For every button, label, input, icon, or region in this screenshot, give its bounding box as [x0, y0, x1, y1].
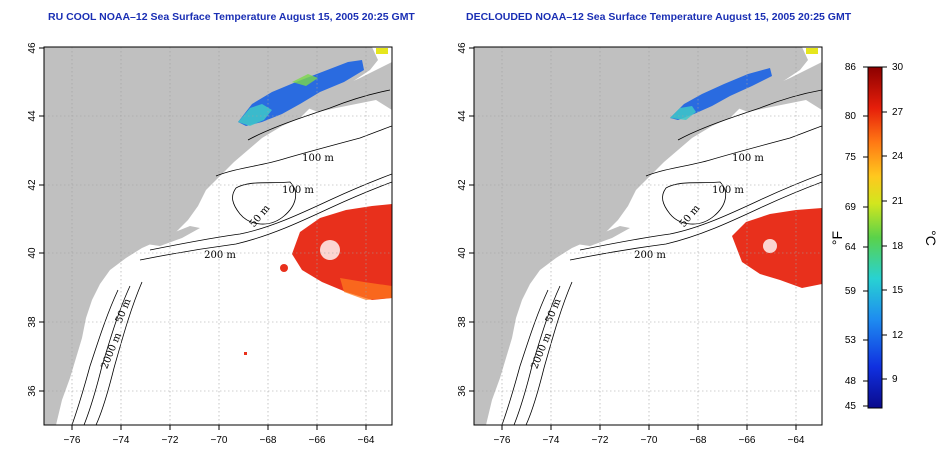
- colorbar-c-tick: 12: [892, 330, 904, 341]
- colorbar-f-tick: 48: [845, 376, 857, 387]
- colorbar-ticks: [863, 66, 887, 407]
- celsius-axis-label: °C: [923, 230, 939, 246]
- land-mass: [44, 47, 378, 425]
- lon-tick-label: −66: [309, 435, 326, 446]
- lon-tick-label: −64: [788, 435, 805, 446]
- colorbar-c-tick: 21: [892, 196, 904, 207]
- sst-patch-gulf-of-maine-green: [292, 74, 318, 86]
- contour-label: 200 m: [204, 250, 236, 261]
- lon-tick-label: −72: [162, 435, 179, 446]
- long-island-land: [576, 226, 630, 246]
- lon-tick-label: −66: [739, 435, 756, 446]
- contour-label: 100 m: [732, 153, 764, 164]
- colorbar-f-tick: 45: [845, 401, 857, 412]
- lat-tick-label: 42: [27, 179, 38, 191]
- fahrenheit-axis-label: °F: [829, 231, 845, 245]
- lon-tick-label: −72: [592, 435, 609, 446]
- colorbar-c-tick: 18: [892, 241, 904, 252]
- lon-tick-label: −64: [358, 435, 375, 446]
- colorbar-f-tick: 59: [845, 286, 857, 297]
- map-panel-right: 100 m 100 m 50 m 200 m 50 m 2000 m −76 −…: [457, 42, 823, 446]
- grid-lines: [474, 47, 822, 425]
- lon-tick-label: −74: [113, 435, 130, 446]
- colorbar-c-tick: 24: [892, 151, 904, 162]
- colorbar-f-tick: 53: [845, 335, 857, 346]
- contour-label: 100 m: [282, 185, 314, 196]
- sst-fleck: [244, 352, 247, 355]
- sst-patch-north-edge: [806, 48, 818, 54]
- lon-tick-label: −76: [64, 435, 81, 446]
- map-panel-left: 100 m 100 m 50 m 200 m 50 m 2000 m −76 −…: [27, 42, 393, 446]
- lat-tick-label: 44: [457, 110, 468, 122]
- colorbar-f-tick: 75: [845, 152, 857, 163]
- lat-tick-label: 40: [27, 247, 38, 259]
- lat-tick-label: 40: [457, 247, 468, 259]
- lon-tick-label: −70: [641, 435, 658, 446]
- colorbar: 86 80 75 69 64 59 53 48 45 30 27 24 21 1…: [829, 62, 939, 412]
- lat-tick-label: 36: [27, 385, 38, 397]
- lat-tick-label: 42: [457, 179, 468, 191]
- contour-label: 200 m: [634, 250, 666, 261]
- nova-scotia-land: [300, 62, 392, 112]
- lon-tick-label: −68: [690, 435, 707, 446]
- colorbar-f-tick: 86: [845, 62, 857, 73]
- colorbar-f-tick: 69: [845, 202, 857, 213]
- lon-tick-label: −70: [211, 435, 228, 446]
- colorbar-f-tick: 80: [845, 111, 857, 122]
- sst-patch-north-edge: [376, 48, 388, 54]
- nova-scotia-land: [730, 62, 822, 112]
- colorbar-f-tick: 64: [845, 242, 857, 253]
- lat-tick-label: 46: [457, 42, 468, 54]
- colorbar-c-tick: 15: [892, 285, 904, 296]
- lon-tick-label: −68: [260, 435, 277, 446]
- sst-patch-warm-edge: [340, 278, 392, 300]
- cloud-gap: [763, 239, 777, 253]
- sst-patch-warm-core: [732, 208, 822, 288]
- sst-patch-gulf-of-maine-cool: [238, 104, 272, 126]
- land-mass: [474, 47, 808, 425]
- grid-lines: [44, 47, 392, 425]
- lat-tick-label: 38: [27, 316, 38, 328]
- lat-tick-label: 38: [457, 316, 468, 328]
- colorbar-gradient: [867, 66, 883, 409]
- lat-tick-label: 46: [27, 42, 38, 54]
- map-frame: [473, 46, 823, 426]
- lat-tick-label: 36: [457, 385, 468, 397]
- axis-ticks: [39, 47, 367, 430]
- panel-title-raw: RU COOL NOAA–12 Sea Surface Temperature …: [48, 11, 415, 23]
- contour-label: 100 m: [712, 185, 744, 196]
- colorbar-c-tick: 27: [892, 107, 904, 118]
- lon-tick-label: −74: [543, 435, 560, 446]
- sst-patch-gulf-of-maine: [670, 68, 772, 120]
- contour-label: 100 m: [302, 153, 334, 164]
- long-island-land: [146, 226, 200, 246]
- map-frame: [43, 46, 393, 426]
- cloud-gap: [320, 240, 340, 260]
- colorbar-c-tick: 30: [892, 62, 904, 73]
- sst-fleck: [280, 264, 288, 272]
- lat-tick-label: 44: [27, 110, 38, 122]
- lon-tick-label: −76: [494, 435, 511, 446]
- colorbar-c-tick: 9: [892, 374, 898, 385]
- sst-patch-gulf-of-maine-cool: [670, 106, 696, 120]
- axis-ticks: [469, 47, 797, 430]
- panel-title-declouded: DECLOUDED NOAA–12 Sea Surface Temperatur…: [466, 11, 852, 23]
